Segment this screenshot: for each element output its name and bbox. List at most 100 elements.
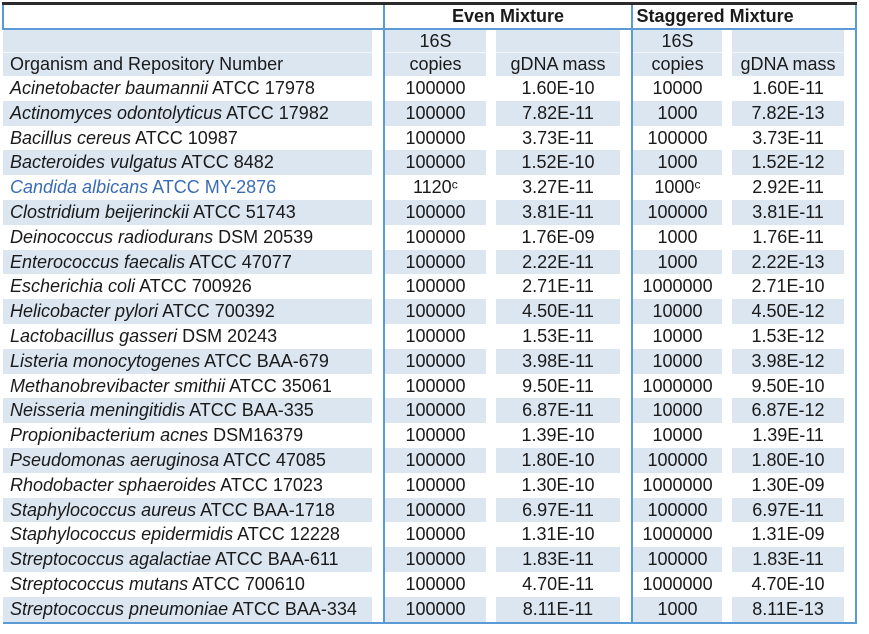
table-row: Listeria monocytogenes ATCC BAA-679 1000… [3, 348, 858, 374]
organism-cell: Pseudomonas aeruginosa ATCC 47085 [3, 447, 372, 473]
spacer-cell [844, 249, 858, 275]
spacer-cell [620, 274, 633, 300]
table-body: Acinetobacter baumannii ATCC 17978 10000… [3, 76, 858, 623]
table-row: Acinetobacter baumannii ATCC 17978 10000… [3, 76, 858, 101]
spacer-cell [372, 175, 384, 200]
spacer-cell [844, 522, 858, 548]
organism-name: Neisseria meningitidis [10, 400, 186, 421]
table-row: Rhodobacter sphaeroides ATCC 17023 10000… [3, 472, 858, 498]
even-gdna-mass-cell: 1.31E-10 [521, 524, 595, 545]
staggered-gdna-spacer [732, 30, 845, 53]
even-gdna-mass-cell: 3.98E-11 [496, 348, 620, 374]
spacer-cell [372, 199, 384, 225]
even-gdna-mass-cell: 9.50E-11 [522, 375, 594, 396]
spacer-cell [844, 596, 858, 623]
spacer-cell [620, 398, 633, 424]
staggered-gdna-mass-cell: 1.52E-12 [732, 150, 845, 176]
organism-name: Rhodobacter sphaeroides [10, 474, 217, 495]
organism-cell: Helicobacter pylori ATCC 700392 [3, 299, 372, 324]
staggered-16s-copies-cell: 100000 [631, 547, 723, 572]
spacer-cell [620, 472, 633, 498]
spacer-cell [372, 224, 384, 250]
even-gdna-mass-cell: 4.70E-11 [522, 573, 594, 594]
even-16s-copies-cell: 100000 [383, 447, 486, 473]
staggered-16s-copies-cell: 1000 [631, 100, 723, 126]
spacer-cell [620, 497, 633, 523]
spacer-cell [372, 472, 384, 498]
repository-number: ATCC 12228 [237, 524, 340, 545]
repository-number: ATCC 47077 [189, 251, 292, 272]
spacer-cell [372, 522, 384, 548]
even-gdna-mass-cell: 1.52E-10 [496, 150, 620, 176]
organism-cell: Escherichia coli ATCC 700926 [3, 274, 372, 299]
spacer-cell [372, 100, 384, 126]
even-gdna-mass-cell: 4.50E-11 [496, 299, 620, 324]
even-gdna-mass-cell: 1.83E-11 [496, 547, 620, 572]
spacer-cell [722, 274, 733, 300]
spacer-column [722, 29, 733, 76]
staggered-16s-label: 16S [633, 30, 723, 53]
spacer-cell [372, 249, 384, 275]
repository-number: ATCC 51743 [193, 201, 296, 222]
even-gdna-mass-cell: 3.81E-11 [496, 199, 620, 225]
even-gdna-mass-cell: 6.97E-11 [496, 497, 620, 523]
group-header-row: Even Mixture Staggered Mixture [2, 3, 858, 30]
repository-number: ATCC 47085 [223, 449, 326, 470]
staggered-16s-copies-cell: 10000 [631, 76, 723, 101]
organism-cell[interactable]: Candida albicans ATCC MY-2876 [3, 175, 372, 200]
spacer-cell [844, 100, 858, 126]
organism-name: Helicobacter pylori [10, 301, 159, 322]
organism-cell: Deinococcus radiodurans DSM 20539 [3, 225, 372, 250]
spacer-cell [620, 571, 633, 597]
even-gdna-mass-cell: 2.22E-11 [496, 249, 620, 275]
staggered-16s-copies-cell: 1000000 [631, 571, 723, 597]
staggered-copies-label: copies [651, 54, 704, 74]
group-header-empty [2, 3, 384, 30]
organism-cell: Propionibacterium acnes DSM16379 [3, 423, 372, 448]
table-row: Streptococcus mutans ATCC 700610 100000 … [3, 571, 858, 597]
spacer-cell [620, 199, 633, 225]
even-16s-copies-cell: 100000 [383, 125, 486, 151]
even-16s-copies-cell: 100000 [383, 348, 486, 374]
organism-name: Listeria monocytogenes [10, 350, 201, 371]
spacer-cell [722, 125, 733, 151]
spacer-cell [722, 100, 733, 126]
even-16s-copies-cell: 100000 [383, 373, 486, 399]
organism-cell: Clostridium beijerinckii ATCC 51743 [3, 199, 372, 225]
spacer-cell [620, 125, 633, 151]
even-16s-copies-cell: 100000 [383, 299, 486, 324]
staggered-16s-copies-cell: 1000ᶜ [631, 175, 723, 200]
even-gdna-mass-cell: 1.76E-09 [521, 226, 595, 247]
spacer-cell [372, 299, 384, 324]
staggered-16s-copies-cell: 100000 [631, 199, 723, 225]
spacer-cell [844, 224, 858, 250]
spacer-cell [722, 497, 733, 523]
even-mixture-header: Even Mixture [382, 3, 633, 30]
spacer-cell [486, 547, 496, 572]
spacer-cell [620, 447, 633, 473]
staggered-gdna-mass-cell: 1.80E-10 [732, 447, 845, 473]
even-16s-copies-cell: 100000 [383, 100, 486, 126]
spacer-cell [722, 299, 733, 324]
staggered-gdna-mass-cell: 2.22E-13 [732, 249, 845, 275]
spacer-column [486, 29, 496, 76]
organism-name: Staphylococcus aureus [10, 499, 197, 520]
even-16s-copies-cell: 100000 [383, 423, 486, 448]
organism-cell: Streptococcus mutans ATCC 700610 [3, 572, 372, 597]
spacer-cell [844, 423, 858, 448]
spacer-cell [372, 571, 384, 597]
spacer-cell [486, 100, 496, 126]
organism-cell: Lactobacillus gasseri DSM 20243 [3, 324, 372, 349]
spacer-cell [722, 398, 733, 424]
spacer-cell [486, 249, 496, 275]
repository-number: ATCC BAA-334 [232, 598, 357, 619]
spacer-cell [486, 472, 496, 498]
spacer-cell [620, 373, 633, 399]
staggered-16s-copies-cell: 1000000 [631, 373, 723, 399]
organism-cell: Staphylococcus epidermidis ATCC 12228 [3, 522, 372, 547]
even-copies-label: copies [409, 54, 462, 74]
staggered-gdna-mass-cell: 1.31E-09 [751, 524, 825, 545]
spacer-cell [722, 447, 733, 473]
repository-number: DSM 20243 [182, 325, 278, 346]
spacer-cell [722, 472, 733, 498]
